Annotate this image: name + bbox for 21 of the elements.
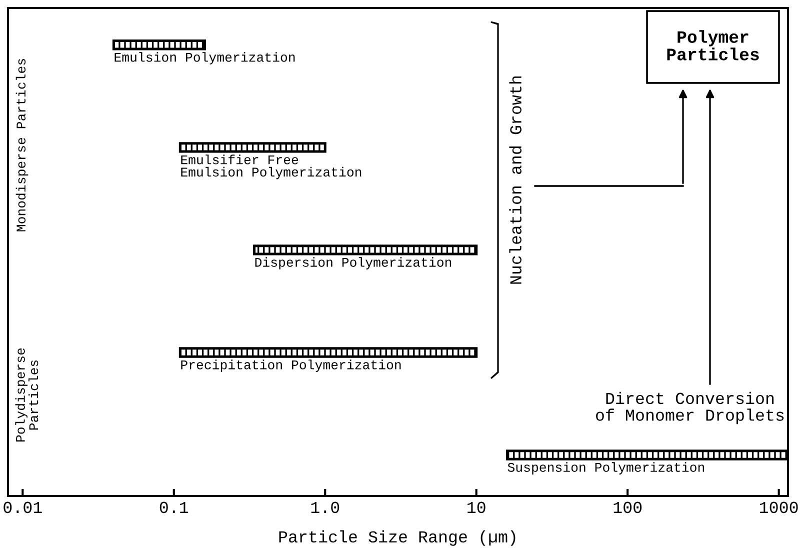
x-tick-label: 1.0 xyxy=(311,502,340,514)
y-tick-label: Dispersion Polymerization xyxy=(255,257,452,270)
x-axis-title: Particle Size Range (µm) xyxy=(279,530,516,546)
x-tick-label: 100 xyxy=(614,502,642,514)
x-tick-label: 10 xyxy=(468,502,486,514)
bar xyxy=(253,244,478,256)
bar xyxy=(178,347,478,358)
y-tick-label: Emulsion Polymerization xyxy=(114,52,295,64)
annotation: Polydisperse Particles xyxy=(15,348,38,442)
y-tick-label: Precipitation Polymerization xyxy=(181,360,401,372)
x-tick-label: 0.01 xyxy=(4,502,42,514)
x-tick-label: 1000 xyxy=(760,502,798,514)
annotation: Nucleation and Growth xyxy=(509,76,522,284)
annotation: Polymer Particles xyxy=(667,30,759,60)
bar xyxy=(112,40,206,50)
annotation: Monodisperse Particles xyxy=(16,59,28,232)
y-tick-label: Suspension Polymerization xyxy=(508,462,704,474)
annotation: Direct Conversion of Monomer Droplets xyxy=(596,392,784,424)
bar xyxy=(178,142,326,153)
y-tick-label: Emulsifier Free Emulsion Polymerization xyxy=(181,154,362,180)
x-tick-label: 0.1 xyxy=(160,502,188,514)
